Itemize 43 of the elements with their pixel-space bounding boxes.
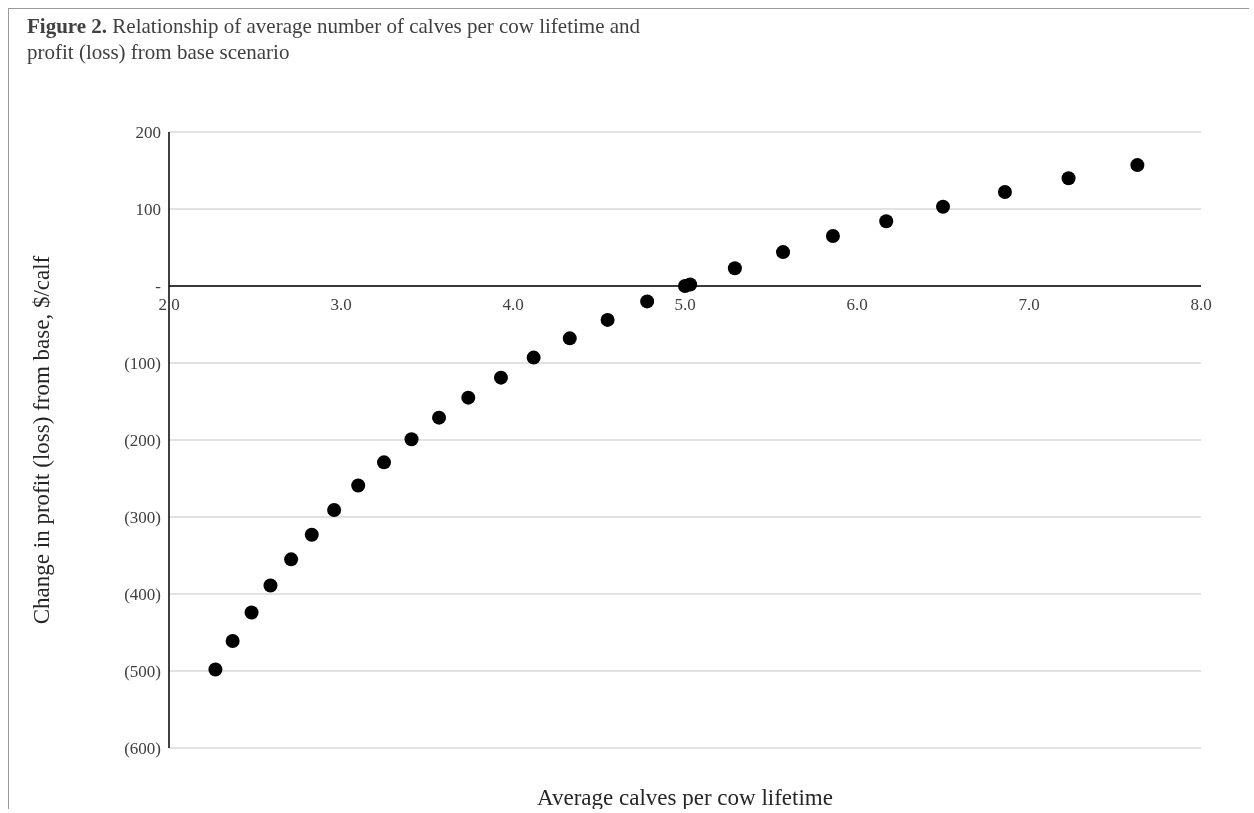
point (776, 245, 791, 260)
point (244, 605, 259, 620)
point (304, 527, 319, 542)
point (225, 633, 240, 648)
y-tick-label: - (155, 277, 162, 297)
point (284, 552, 299, 567)
point (727, 261, 742, 276)
point (997, 185, 1012, 200)
point (879, 214, 894, 229)
y-tick-label: (500) (124, 662, 161, 682)
point (461, 390, 476, 405)
y-tick-label: 200 (135, 123, 161, 143)
x-tick-label: 3.0 (330, 295, 352, 314)
point (526, 350, 541, 365)
x-tick-label: 6.0 (846, 295, 868, 314)
point (327, 503, 342, 518)
y-axis-title: Change in profit (loss) from base, $/calf (29, 255, 55, 625)
point (1130, 158, 1145, 173)
chart-title: Figure 2. Relationship of average number of calves per cow lifetime and profit (loss) from base scenario (27, 13, 642, 65)
y-tick-label: (400) (124, 585, 161, 605)
x-tick-label: 7.0 (1018, 295, 1040, 314)
point (936, 199, 950, 214)
y-tick-label: (200) (124, 431, 161, 451)
x-tick-label: 5.0 (674, 295, 696, 314)
point (404, 432, 419, 447)
point (351, 478, 366, 493)
point (208, 662, 223, 677)
point (432, 410, 447, 425)
point (640, 294, 655, 309)
point (263, 578, 278, 593)
y-tick-label: 100 (135, 200, 161, 220)
x-tick-label: 8.0 (1190, 295, 1212, 314)
point (493, 370, 508, 385)
point (600, 312, 615, 327)
y-tick-label: (600) (124, 739, 161, 759)
y-tick-label: (100) (124, 354, 161, 374)
x-tick-label: 4.0 (502, 295, 524, 314)
point (825, 228, 840, 243)
point (377, 455, 391, 470)
point (683, 277, 698, 292)
y-tick-label: (300) (124, 508, 161, 528)
point (1061, 171, 1076, 186)
point (562, 331, 577, 346)
